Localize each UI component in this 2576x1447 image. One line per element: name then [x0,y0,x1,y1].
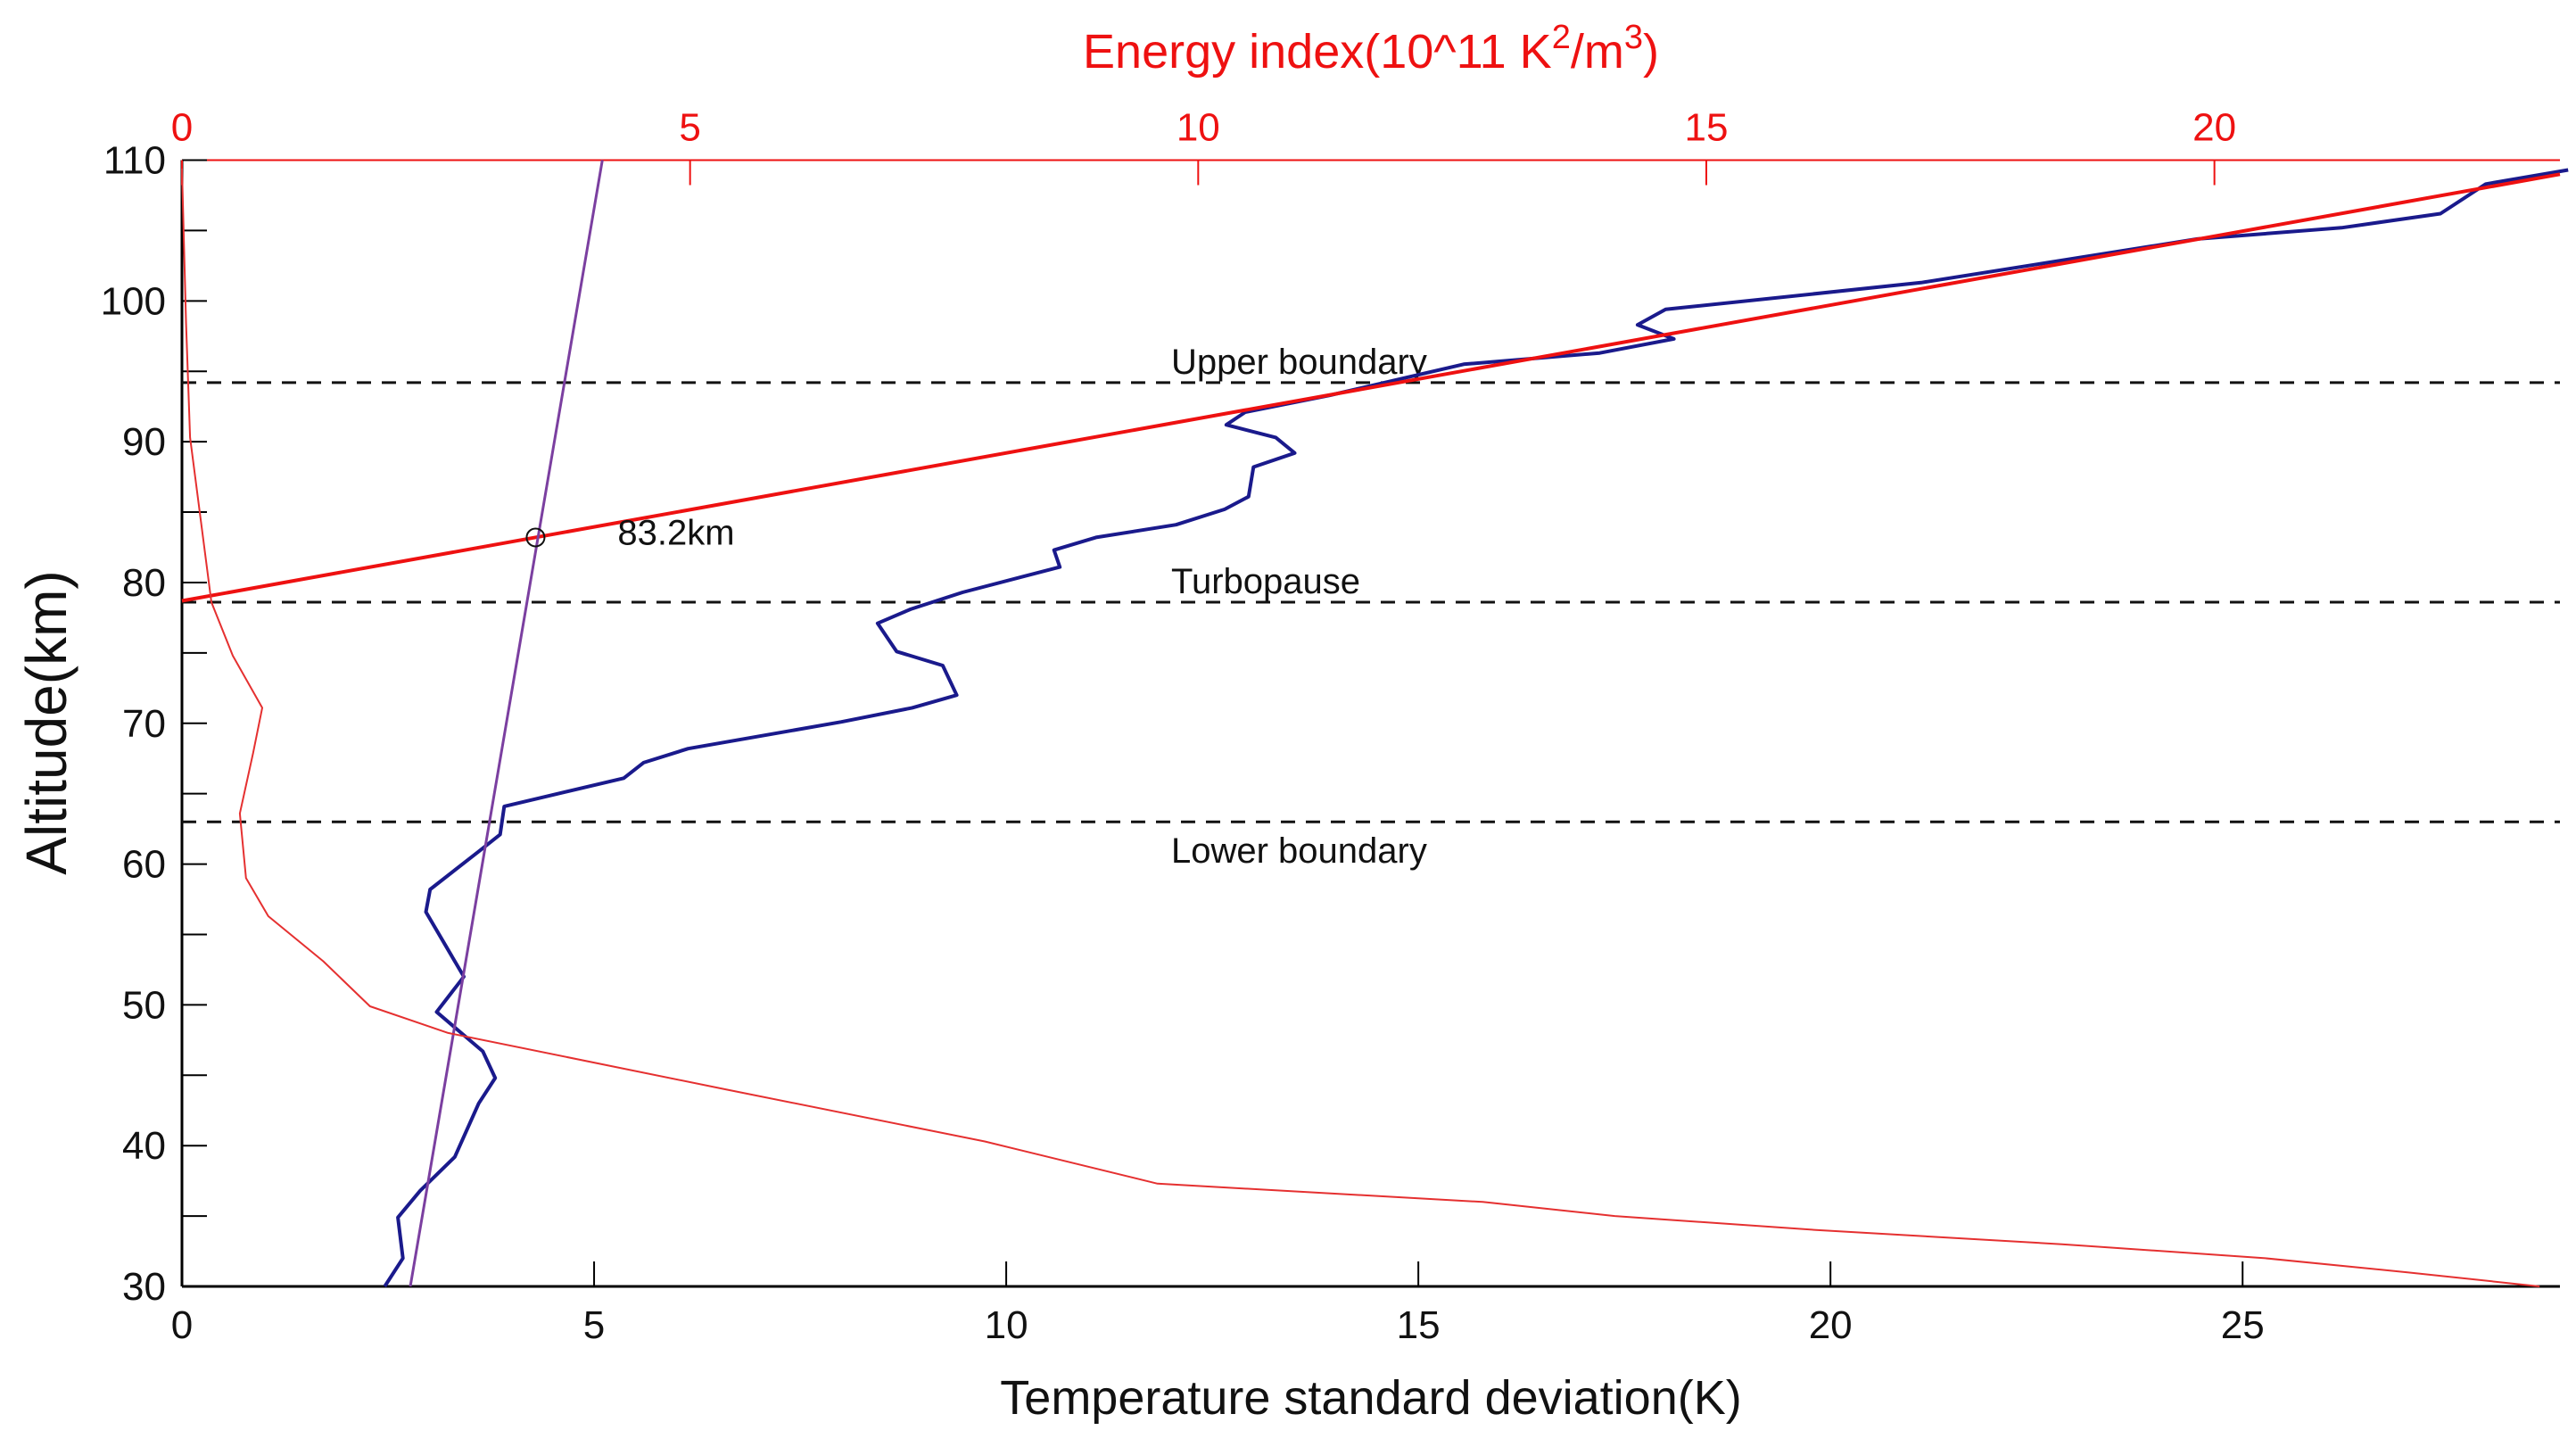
x-tick-label: 25 [2221,1303,2265,1347]
y-tick-label: 60 [122,843,166,887]
x-tick-label: 10 [985,1303,1028,1347]
upper-fit-line [181,172,2561,603]
intersection-label: 83.2km [617,513,734,552]
x-tick-label: 15 [1397,1303,1441,1347]
lower-fit-line [409,160,604,1287]
y-tick-label: 70 [122,702,166,746]
top-x-tick-label: 15 [1684,106,1728,150]
reference-line-label: Lower boundary [1171,831,1427,871]
x-tick-label: 20 [1809,1303,1853,1347]
top-x-tick-label: 10 [1177,106,1220,150]
energy-index-line [181,168,2540,1287]
top-x-tick-label: 20 [2192,106,2236,150]
reference-line-label: Turbopause [1171,562,1360,601]
y-tick-label: 100 [101,279,166,323]
y-tick-label: 40 [122,1124,166,1168]
top-x-tick-label: 5 [679,106,700,150]
x-tick-label: 5 [583,1303,605,1347]
x-tick-label: 0 [171,1303,193,1347]
y-axis-title: Altitude(km) [14,570,78,874]
y-tick-label: 30 [122,1265,166,1309]
y-tick-label: 110 [103,139,166,183]
y-tick-label: 90 [122,420,166,464]
std-deviation-line [383,168,2569,1288]
y-tick-label: 50 [122,983,166,1027]
top-axis-title: Energy index(10^11 K2/m3) [1083,19,1659,79]
top-x-tick-label: 0 [171,106,193,150]
intersection-marker [525,527,546,548]
y-tick-label: 80 [122,561,166,605]
reference-line-label: Upper boundary [1171,343,1427,382]
x-axis-title: Temperature standard deviation(K) [1000,1371,1741,1425]
